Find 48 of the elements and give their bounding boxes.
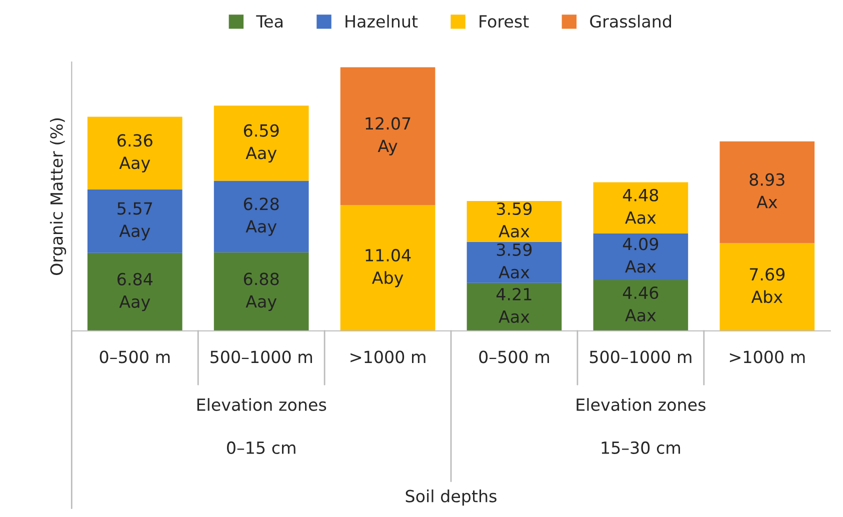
bar [87, 189, 182, 253]
bar [466, 242, 562, 283]
data-label: 6.84 Aay [117, 272, 152, 312]
x-tick-label: 500–1000 m [590, 350, 692, 364]
legend-label: Hazelnut [346, 14, 418, 28]
y-axis-title: Organic Matter (%) [50, 118, 66, 276]
data-label: 3.59 Aax [496, 202, 532, 238]
data-label: 5.57 Aay [118, 202, 152, 240]
bar [87, 252, 182, 331]
bar [466, 282, 562, 331]
x-tick-label: 500–1000 m [210, 350, 312, 364]
x-tick-label: 0–500 m [100, 350, 170, 364]
legend-label: Forest [480, 15, 529, 28]
bar [214, 106, 309, 181]
x-tick-label: >1000 m [730, 350, 805, 364]
data-label: 4.09 Aax [622, 238, 658, 273]
data-label: 7.69 Abx [750, 268, 785, 304]
text: Elevation zones [576, 398, 706, 411]
text: Elevation zones [197, 398, 326, 411]
data-label: 4.48 Aax [622, 188, 658, 224]
bar [720, 141, 815, 244]
bar [720, 243, 815, 331]
x-tick-label: 0–500 m [479, 350, 549, 364]
data-label: 6.59 Aay [244, 124, 279, 163]
bar [593, 280, 688, 331]
data-label: 6.36 Aay [117, 134, 152, 172]
data-label: 4.46 Aax [622, 286, 658, 322]
bar [593, 182, 688, 234]
bar [87, 116, 182, 190]
text: 15–30 cm [602, 441, 680, 454]
data-label: 6.28 Aay [244, 198, 279, 236]
data-label: 4.21 Aax [496, 288, 532, 323]
data-label: 11.04 Aby [366, 248, 411, 288]
legend-label: Grassland [590, 14, 671, 28]
bar [340, 67, 436, 205]
legend-label: Tea [256, 15, 282, 28]
bar [340, 204, 436, 331]
text: Soil depths [406, 489, 496, 506]
bar [214, 180, 309, 252]
data-label: 8.93 Ax [750, 173, 784, 208]
data-label: 6.88 Aay [244, 272, 279, 311]
bar [466, 200, 562, 242]
bar [214, 252, 309, 331]
data-label: 12.07 Ay [366, 117, 410, 156]
text: 0–15 cm [227, 441, 296, 454]
x-tick-label: >1000 m [350, 350, 426, 364]
bar [593, 233, 688, 280]
data-label: 3.59 Aax [496, 243, 532, 278]
